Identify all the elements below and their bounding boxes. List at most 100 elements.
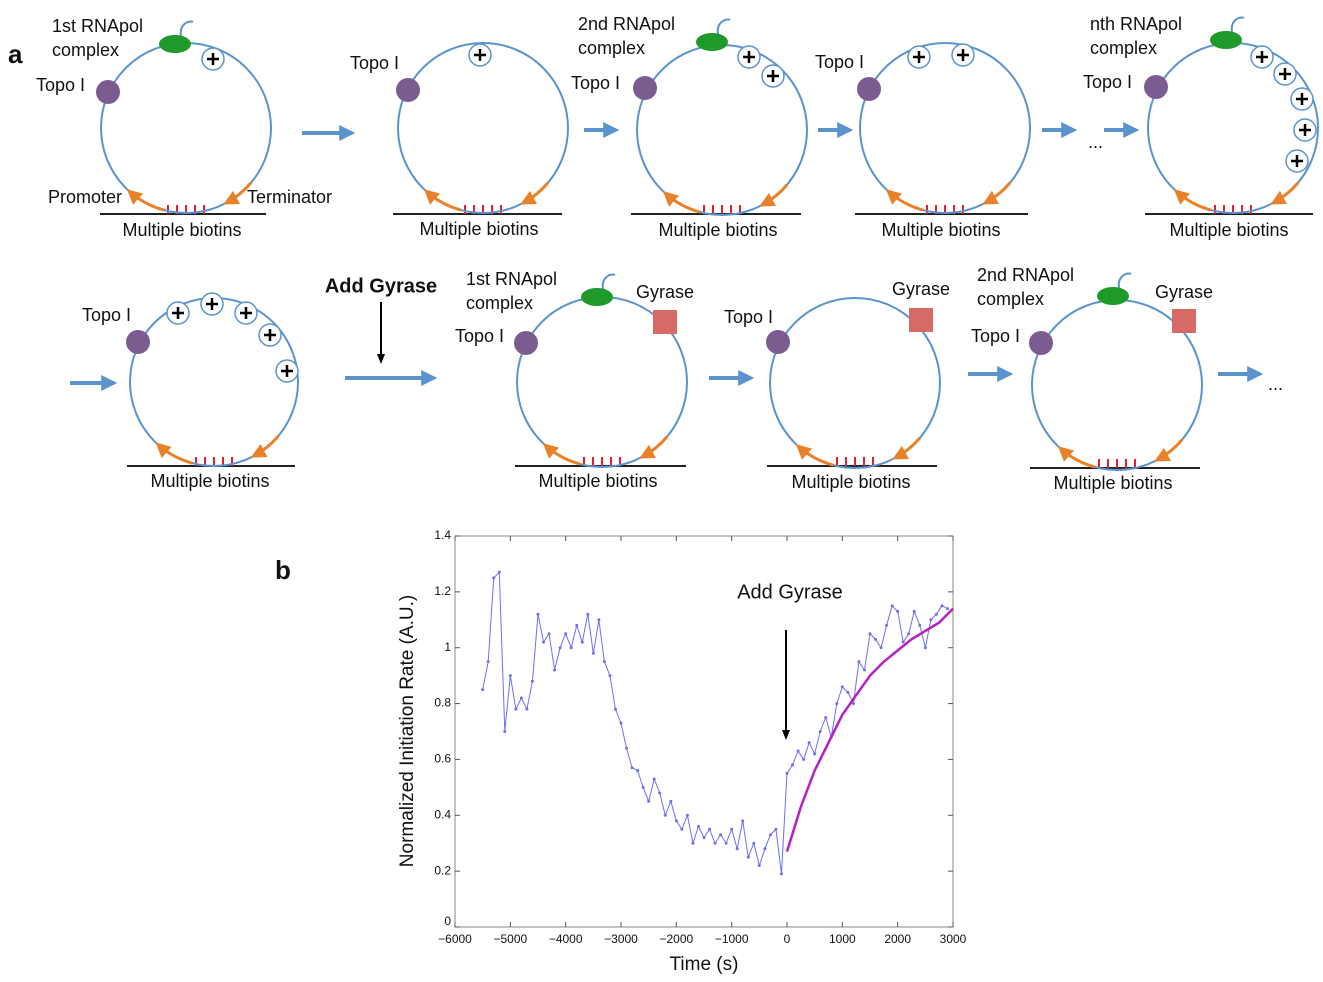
plus-sign — [913, 51, 925, 63]
data-point — [492, 576, 496, 580]
rnapol-label: nth RNApol — [1090, 14, 1182, 34]
plus-sign — [474, 49, 486, 61]
gene-arrow — [520, 181, 550, 205]
rnapol — [1210, 31, 1242, 49]
data-point — [796, 749, 800, 753]
data-point — [824, 716, 828, 720]
y-tick-label: 1.2 — [434, 584, 451, 598]
data-point — [564, 632, 568, 636]
data-point — [929, 618, 933, 622]
data-point — [752, 841, 756, 845]
data-point — [879, 646, 883, 650]
data-point — [757, 864, 761, 868]
x-tick-label: 1000 — [829, 932, 856, 946]
data-point — [519, 696, 523, 700]
x-tick-label: −6000 — [438, 932, 472, 946]
data-point — [486, 660, 490, 664]
gyrase — [1172, 309, 1196, 333]
annotation: Add Gyrase — [737, 581, 843, 603]
gene-arrow — [885, 189, 924, 212]
data-point — [785, 771, 789, 775]
plasmid-diagram: Topo I Multiple biotins 1st RNApol complex P… — [36, 16, 332, 240]
data-point — [896, 609, 900, 613]
data-point — [536, 612, 540, 616]
y-tick-label: 1 — [444, 640, 451, 654]
data-point — [481, 688, 485, 692]
plus-sign — [1299, 124, 1311, 136]
data-point — [840, 685, 844, 689]
rnapol-label: complex — [578, 38, 645, 58]
data-point — [525, 707, 529, 711]
ellipsis: ... — [1268, 374, 1283, 394]
topo-i — [766, 330, 790, 354]
dna-circle — [769, 297, 941, 469]
gene-arrow — [126, 189, 165, 212]
data-point — [945, 607, 949, 611]
gene-arrow — [982, 181, 1012, 205]
data-point — [890, 604, 894, 608]
dna-circle — [859, 42, 1031, 214]
data-point — [857, 660, 861, 664]
topo-i — [396, 78, 420, 102]
data-point — [713, 841, 717, 845]
data-point — [724, 841, 728, 845]
data-point — [907, 632, 911, 636]
gene-arrow — [639, 435, 669, 459]
data-point — [580, 640, 584, 644]
data-point — [851, 702, 855, 706]
x-tick-label: −1000 — [715, 932, 749, 946]
gyrase-label: Gyrase — [636, 282, 694, 302]
gene-arrow — [1270, 181, 1300, 205]
gene-arrow — [1173, 189, 1212, 212]
rna-strand — [716, 18, 731, 35]
topo-i — [1144, 75, 1168, 99]
gene-arrow — [423, 189, 462, 212]
panel-label: a — [8, 39, 23, 69]
rnapol-label: 2nd RNApol — [578, 14, 675, 34]
gene-arrow — [542, 443, 581, 466]
plasmid-diagram: Topo I Multiple biotins — [350, 42, 569, 239]
x-tick-label: −3000 — [604, 932, 638, 946]
data-point — [746, 855, 750, 859]
data-point — [846, 690, 850, 694]
data-line — [482, 571, 948, 874]
data-point — [918, 623, 922, 627]
gene-arrow — [1057, 446, 1096, 469]
data-point — [791, 763, 795, 767]
data-point — [636, 769, 640, 773]
plus-sign — [767, 70, 779, 82]
y-axis-label: Normalized Initiation Rate (A.U.) — [397, 595, 418, 867]
x-tick-label: −4000 — [549, 932, 583, 946]
data-point — [802, 757, 806, 761]
data-point — [674, 819, 678, 823]
rna-strand — [601, 273, 616, 290]
data-point — [530, 679, 534, 683]
topo-label: Topo I — [1083, 72, 1132, 92]
data-point — [807, 741, 811, 745]
y-tick-label: 1.4 — [434, 528, 451, 542]
data-point — [885, 623, 889, 627]
y-tick-label: 0.4 — [434, 807, 451, 821]
x-tick-label: 2000 — [884, 932, 911, 946]
data-point — [608, 674, 612, 678]
x-tick-label: −5000 — [493, 932, 527, 946]
data-point — [547, 632, 551, 636]
plus-sign — [207, 53, 219, 65]
plus-sign — [743, 51, 755, 63]
gyrase — [909, 308, 933, 332]
rnapol-label: 1st RNApol — [52, 16, 143, 36]
y-tick-label: 0.2 — [434, 863, 451, 877]
data-point — [730, 827, 734, 831]
biotins-label: Multiple biotins — [150, 471, 269, 491]
topo-label: Topo I — [815, 52, 864, 72]
gene-arrow — [1154, 438, 1184, 462]
plus-sign — [264, 329, 276, 341]
data-point — [630, 766, 634, 770]
topo-label: Topo I — [82, 305, 131, 325]
topo-label: Topo I — [571, 73, 620, 93]
biotins-label: Multiple biotins — [658, 220, 777, 240]
dna-circle — [397, 42, 569, 214]
data-point — [575, 623, 579, 627]
plasmid-diagram: Topo I Multiple biotins 2nd RNApol complex G… — [971, 265, 1213, 493]
data-point — [735, 847, 739, 851]
